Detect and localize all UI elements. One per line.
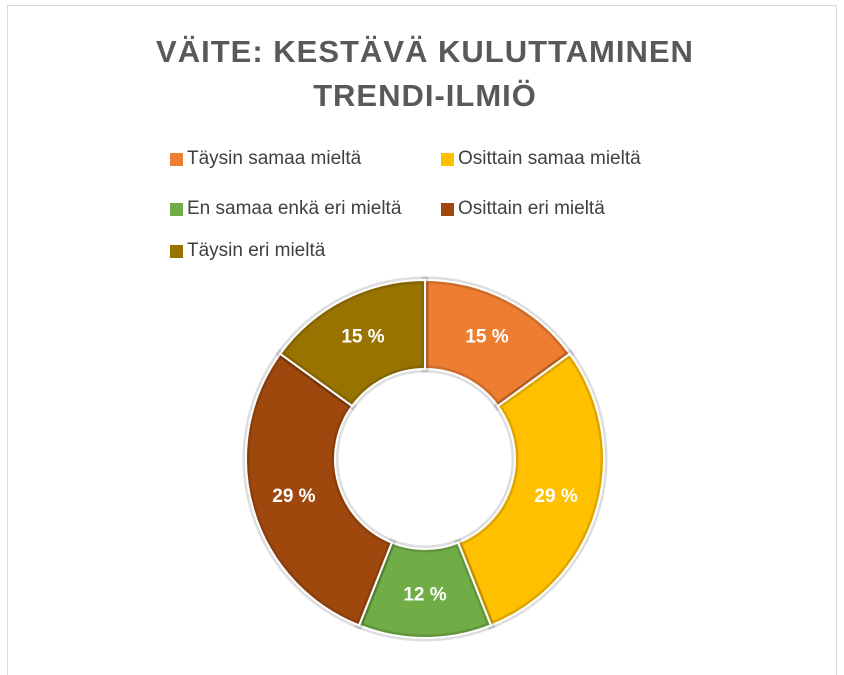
chart-frame xyxy=(7,5,837,675)
segment-border xyxy=(456,352,605,627)
segment-border xyxy=(245,352,394,627)
legend-swatch xyxy=(441,202,454,216)
legend-item: Osittain samaa mieltä xyxy=(441,148,641,170)
segment-border xyxy=(278,278,426,408)
data-label: 29 % xyxy=(534,486,577,507)
chart-title: VÄITE: KESTÄVÄ KULUTTAMINEN TRENDI-ILMIÖ xyxy=(156,34,694,113)
legend-swatch xyxy=(170,244,183,258)
data-label: 12 % xyxy=(403,585,446,606)
legend-label: Osittain samaa mieltä xyxy=(458,148,641,169)
legend-label: Osittain eri mieltä xyxy=(458,198,605,219)
legend-item: En samaa enkä eri mieltä xyxy=(170,198,401,220)
legend-label: En samaa enkä eri mieltä xyxy=(187,198,402,219)
donut-segment xyxy=(242,348,397,630)
data-label: 15 % xyxy=(341,326,384,347)
legend-label: Täysin eri mieltä xyxy=(187,240,326,261)
legend-label: Täysin samaa mieltä xyxy=(187,148,362,169)
legend-swatch xyxy=(170,202,183,216)
legend-item: Täysin samaa mieltä xyxy=(170,148,361,170)
legend-item: Osittain eri mieltä xyxy=(441,198,605,220)
legend-item: Täysin eri mieltä xyxy=(170,240,325,262)
donut-segment xyxy=(453,348,608,630)
data-label: 29 % xyxy=(272,486,315,507)
legend-swatch xyxy=(170,152,183,166)
legend-swatch xyxy=(441,152,454,166)
data-label: 15 % xyxy=(465,326,508,347)
segment-border xyxy=(424,278,572,408)
